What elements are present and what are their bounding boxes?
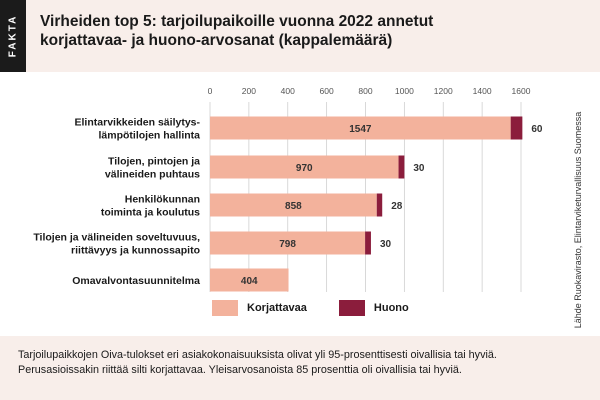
- legend-label-huono: Huono: [373, 302, 409, 314]
- legend-swatch-huono: [338, 300, 365, 316]
- bar-huono: [510, 116, 523, 140]
- category-label: välineiden puhtaus: [105, 169, 200, 181]
- footer-band: [0, 336, 600, 400]
- category-label: toiminta ja koulutus: [101, 207, 200, 219]
- data-label-korjattavaa: 404: [241, 276, 258, 287]
- category-label: Tilojen ja välineiden soveltuvuus,: [33, 232, 200, 244]
- category-label: Henkilökunnan: [125, 194, 200, 206]
- footnote-line-1: Tarjoilupaikkojen Oiva-tulokset eri asia…: [18, 349, 497, 361]
- footnote: Tarjoilupaikkojen Oiva-tulokset eri asia…: [18, 348, 558, 378]
- data-label-korjattavaa: 798: [279, 239, 296, 250]
- x-tick-label: 200: [242, 86, 256, 96]
- data-label-korjattavaa: 858: [285, 201, 302, 212]
- legend-item-huono: Huono: [338, 300, 409, 316]
- x-tick-label: 1200: [434, 86, 453, 96]
- data-label-huono: 30: [413, 163, 425, 174]
- bar-korjattavaa: [210, 268, 289, 292]
- x-tick-label: 1400: [473, 86, 492, 96]
- source-note: Lähde Ruokavirasto, Elintarviketurvallis…: [573, 111, 583, 329]
- footnote-line-2: Perusasioissakin riittää silti korjattav…: [18, 364, 462, 376]
- bar-korjattavaa: [210, 231, 366, 255]
- bar-huono: [398, 155, 405, 179]
- legend: Korjattavaa Huono: [212, 300, 441, 316]
- legend-label-korjattavaa: Korjattavaa: [247, 302, 307, 314]
- legend-swatch-korjattavaa: [212, 300, 238, 316]
- x-tick-label: 600: [320, 86, 334, 96]
- bar-korjattavaa: [210, 155, 399, 179]
- category-label: Elintarvikkeiden säilytys-: [75, 117, 201, 129]
- category-label: lämpötilojen hallinta: [98, 130, 200, 142]
- category-label: riittävyys ja kunnossapito: [71, 245, 200, 257]
- chart-title-line-2: korjattavaa- ja huono-arvosanat (kappale…: [40, 32, 393, 49]
- chart-title-line-1: Virheiden top 5: tarjoilupaikoille vuonn…: [40, 13, 434, 30]
- header-band: FAKTA Virheiden top 5: tarjoilupaikoille…: [0, 0, 600, 72]
- x-tick-label: 1600: [512, 86, 531, 96]
- chart-title: Virheiden top 5: tarjoilupaikoille vuonn…: [40, 12, 580, 50]
- bar-korjattavaa: [210, 193, 377, 217]
- category-label: Omavalvontasuunnitelma: [72, 275, 200, 287]
- fakta-badge: FAKTA: [0, 0, 26, 72]
- bar-huono: [376, 193, 383, 217]
- x-tick-label: 800: [358, 86, 372, 96]
- bar-huono: [365, 231, 371, 255]
- data-label-huono: 28: [391, 201, 403, 212]
- category-label: Tilojen, pintojen ja: [108, 156, 200, 168]
- legend-item-korjattavaa: Korjattavaa: [212, 300, 307, 316]
- x-tick-label: 0: [208, 86, 213, 96]
- x-tick-label: 400: [281, 86, 295, 96]
- data-label-huono: 60: [531, 124, 543, 135]
- data-label-korjattavaa: 970: [296, 163, 313, 174]
- data-label-korjattavaa: 1547: [349, 124, 372, 135]
- data-label-huono: 30: [380, 239, 392, 250]
- bar-chart: 0 200 400 600 800 1000 1200 1400 1600 Elintarvikk…: [33, 86, 543, 292]
- fakta-label: FAKTA: [7, 14, 19, 58]
- bar-korjattavaa: [210, 116, 511, 140]
- x-tick-label: 1000: [395, 86, 414, 96]
